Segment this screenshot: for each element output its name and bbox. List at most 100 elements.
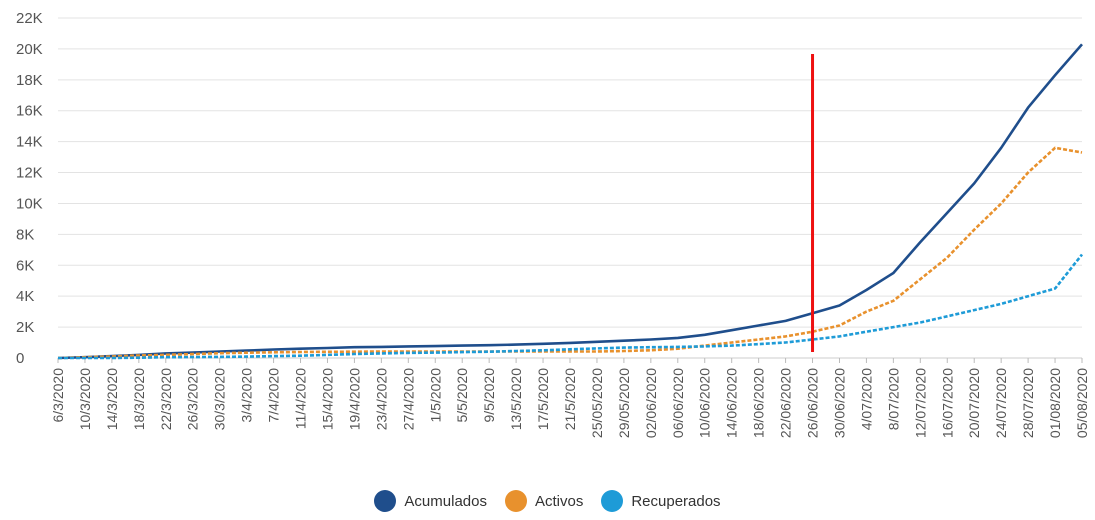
x-tick-label: 13/5/2020 [508, 368, 524, 430]
x-tick: 4/07/2020 [858, 358, 874, 430]
x-tick: 7/4/2020 [266, 358, 282, 423]
x-tick-label: 12/07/2020 [912, 368, 928, 438]
series-line-activos [57, 146, 1083, 360]
x-tick: 24/07/2020 [993, 358, 1009, 438]
x-tick-label: 10/3/2020 [77, 368, 93, 430]
y-tick-label: 6K [16, 257, 34, 274]
legend-item-acumulados[interactable]: Acumulados [374, 490, 487, 512]
x-tick: 10/3/2020 [77, 358, 93, 430]
y-tick-label: 16K [16, 103, 43, 120]
x-tick-label: 06/06/2020 [670, 368, 686, 438]
x-tick-label: 16/07/2020 [939, 368, 955, 438]
y-tick: 14K [16, 134, 43, 151]
x-tick-label: 20/07/2020 [966, 368, 982, 438]
x-tick-label: 05/08/2020 [1074, 368, 1090, 438]
y-tick: 2K [16, 319, 34, 336]
x-tick-label: 30/3/2020 [212, 368, 228, 430]
x-tick: 30/06/2020 [831, 358, 847, 438]
x-tick: 1/5/2020 [427, 358, 443, 423]
x-tick-label: 29/05/2020 [616, 368, 632, 438]
x-tick: 19/4/2020 [346, 358, 362, 430]
x-tick-label: 18/3/2020 [131, 368, 147, 430]
y-tick-label: 4K [16, 288, 34, 305]
x-tick: 5/5/2020 [454, 358, 470, 423]
y-tick: 12K [16, 165, 43, 182]
y-tick: 20K [16, 41, 43, 58]
x-tick: 30/3/2020 [212, 358, 228, 430]
x-tick: 21/5/2020 [562, 358, 578, 430]
x-tick-label: 17/5/2020 [535, 368, 551, 430]
x-tick-label: 22/3/2020 [158, 368, 174, 430]
x-tick: 9/5/2020 [481, 358, 497, 423]
x-tick: 29/05/2020 [616, 358, 632, 438]
x-tick-label: 01/08/2020 [1047, 368, 1063, 438]
x-tick-label: 4/07/2020 [858, 368, 874, 430]
x-tick: 11/4/2020 [293, 358, 309, 429]
legend: Acumulados Activos Recuperados [0, 486, 1095, 516]
x-tick-label: 28/07/2020 [1020, 368, 1036, 438]
x-tick: 18/3/2020 [131, 358, 147, 430]
x-tick-label: 14/06/2020 [724, 368, 740, 438]
y-axis: 0 2K 4K 6K 8K 10K 12K 14K 16K 18K 20K 22K [16, 10, 43, 367]
x-tick-label: 1/5/2020 [427, 368, 443, 423]
x-tick-label: 14/3/2020 [104, 368, 120, 430]
series-lines [57, 43, 1084, 360]
legend-item-recuperados[interactable]: Recuperados [601, 490, 721, 512]
x-tick-label: 26/06/2020 [805, 368, 821, 438]
x-tick: 25/05/2020 [589, 358, 605, 438]
y-tick: 6K [16, 257, 34, 274]
x-tick: 3/4/2020 [239, 358, 255, 423]
x-tick: 17/5/2020 [535, 358, 551, 430]
x-tick: 14/06/2020 [724, 358, 740, 438]
x-tick-label: 19/4/2020 [346, 368, 362, 430]
x-tick: 20/07/2020 [966, 358, 982, 438]
x-tick: 12/07/2020 [912, 358, 928, 438]
x-tick: 02/06/2020 [643, 358, 659, 438]
x-tick-label: 24/07/2020 [993, 368, 1009, 438]
x-tick: 22/3/2020 [158, 358, 174, 430]
y-tick: 18K [16, 72, 43, 89]
x-tick: 6/3/2020 [50, 358, 66, 423]
x-tick: 8/07/2020 [885, 358, 901, 430]
y-tick-label: 12K [16, 165, 43, 182]
series-line-recuperados [58, 253, 1084, 360]
x-tick: 16/07/2020 [939, 358, 955, 438]
x-tick-label: 27/4/2020 [400, 368, 416, 430]
x-tick-label: 02/06/2020 [643, 368, 659, 438]
y-tick-label: 10K [16, 195, 43, 212]
x-tick-label: 15/4/2020 [319, 368, 335, 430]
x-tick-label: 11/4/2020 [293, 368, 309, 429]
legend-item-activos[interactable]: Activos [504, 490, 584, 512]
x-tick-label: 25/05/2020 [589, 368, 605, 438]
legend-label: Activos [534, 492, 584, 510]
x-tick: 26/3/2020 [185, 358, 201, 430]
x-tick-label: 8/07/2020 [885, 368, 901, 430]
y-tick-label: 0 [16, 350, 24, 367]
x-tick: 26/06/2020 [805, 358, 821, 438]
y-tick-label: 18K [16, 72, 43, 89]
y-tick: 0 [16, 350, 24, 367]
y-tick: 4K [16, 288, 34, 305]
x-tick: 13/5/2020 [508, 358, 524, 430]
legend-label: Recuperados [631, 492, 721, 510]
x-tick-label: 7/4/2020 [266, 368, 282, 423]
series-line-acumulados [57, 43, 1083, 360]
legend-dot-icon [601, 490, 624, 512]
x-tick: 23/4/2020 [373, 358, 389, 430]
x-tick-label: 23/4/2020 [373, 368, 389, 430]
x-tick: 15/4/2020 [319, 358, 335, 430]
y-tick-label: 20K [16, 41, 43, 58]
x-tick: 28/07/2020 [1020, 358, 1036, 438]
y-tick: 22K [16, 10, 43, 27]
legend-dot-icon [374, 490, 397, 512]
x-tick-label: 21/5/2020 [562, 368, 578, 430]
x-tick-label: 18/06/2020 [751, 368, 767, 438]
y-tick-label: 8K [16, 226, 34, 243]
x-tick-label: 9/5/2020 [481, 368, 497, 423]
x-tick: 22/06/2020 [778, 358, 794, 438]
legend-dot-icon [504, 490, 527, 512]
y-tick: 8K [16, 226, 34, 243]
x-tick-label: 26/3/2020 [185, 368, 201, 430]
x-tick-label: 10/06/2020 [697, 368, 713, 438]
